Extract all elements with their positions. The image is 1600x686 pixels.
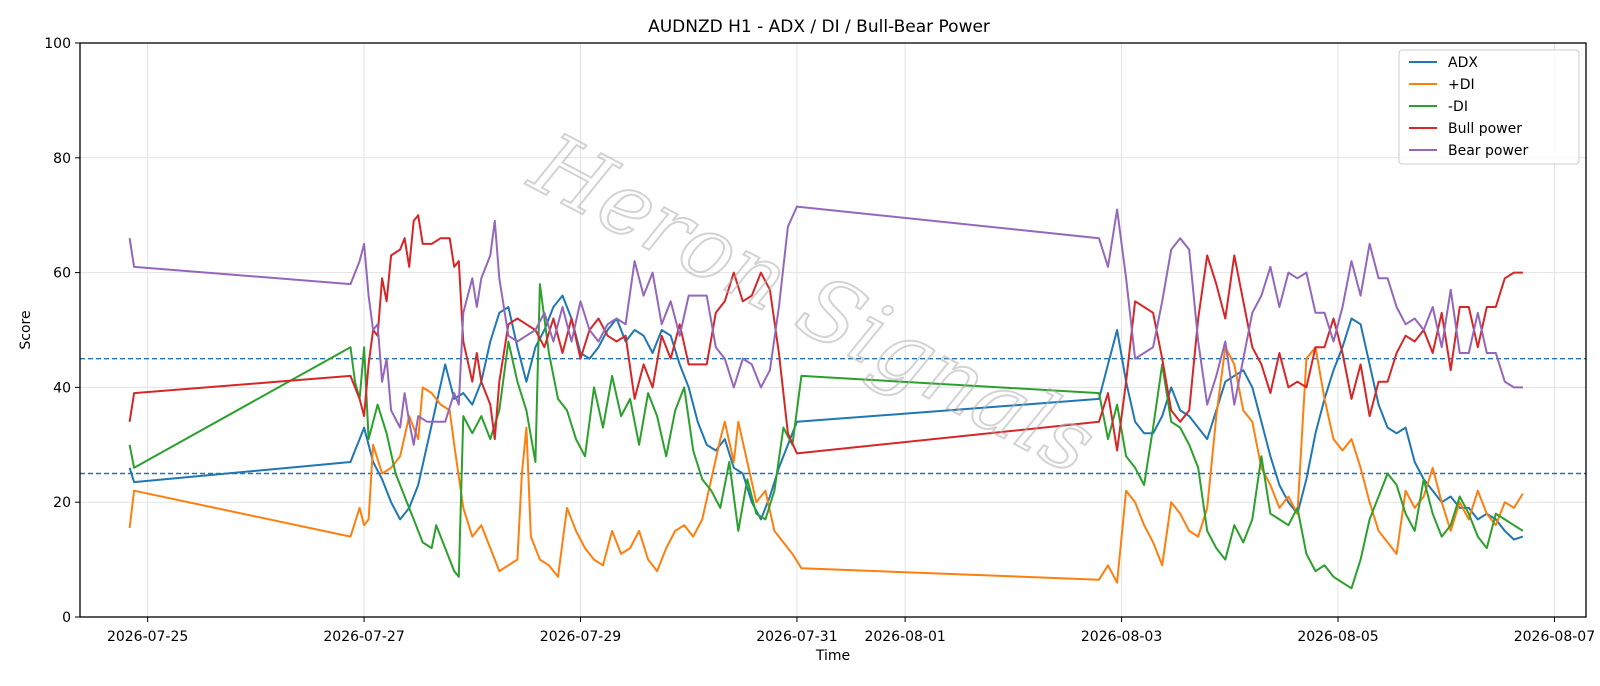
series-line-adx	[128, 294, 1524, 541]
x-tick-label: 2026-07-25	[107, 629, 188, 645]
x-axis-title: Time	[815, 648, 850, 664]
legend-label: +DI	[1448, 77, 1475, 93]
x-tick-label: 2026-08-03	[1081, 629, 1162, 645]
x-tick-label: 2026-08-05	[1297, 629, 1378, 645]
legend-label: -DI	[1448, 99, 1468, 115]
y-axis: 0 20 40 60 80 100	[44, 36, 80, 626]
series-line--di	[128, 283, 1524, 590]
legend-box	[1398, 49, 1580, 165]
x-tick-label: 2026-07-31	[756, 629, 837, 645]
legend-label: Bull power	[1448, 121, 1522, 137]
series-line--di	[128, 346, 1524, 584]
y-tick-label: 0	[62, 610, 71, 626]
x-tick-label: 2026-08-01	[864, 629, 945, 645]
y-tick-label: 100	[44, 36, 71, 52]
x-tick-label: 2026-07-29	[540, 629, 621, 645]
series-line-bear-power	[128, 205, 1523, 446]
legend-label: ADX	[1448, 55, 1478, 71]
legend: ADX +DI -DI Bull power Bear power	[1398, 49, 1580, 165]
y-axis-title: Score	[18, 310, 34, 349]
x-axis: 2026-07-25 2026-07-27 2026-07-29 2026-07-31…	[107, 617, 1595, 645]
series-line-bull-power	[128, 214, 1523, 455]
series-lines	[128, 205, 1524, 590]
y-tick-label: 80	[53, 151, 71, 167]
legend-label: Bear power	[1448, 143, 1529, 159]
y-tick-label: 60	[53, 266, 71, 282]
x-tick-label: 2026-07-27	[323, 629, 404, 645]
chart-title: AUDNZD H1 - ADX / DI / Bull-Bear Power	[648, 17, 990, 37]
x-tick-label: 2026-08-07	[1514, 629, 1595, 645]
y-tick-label: 40	[53, 380, 71, 396]
y-tick-label: 20	[53, 495, 71, 511]
plot-frame	[79, 42, 1587, 618]
